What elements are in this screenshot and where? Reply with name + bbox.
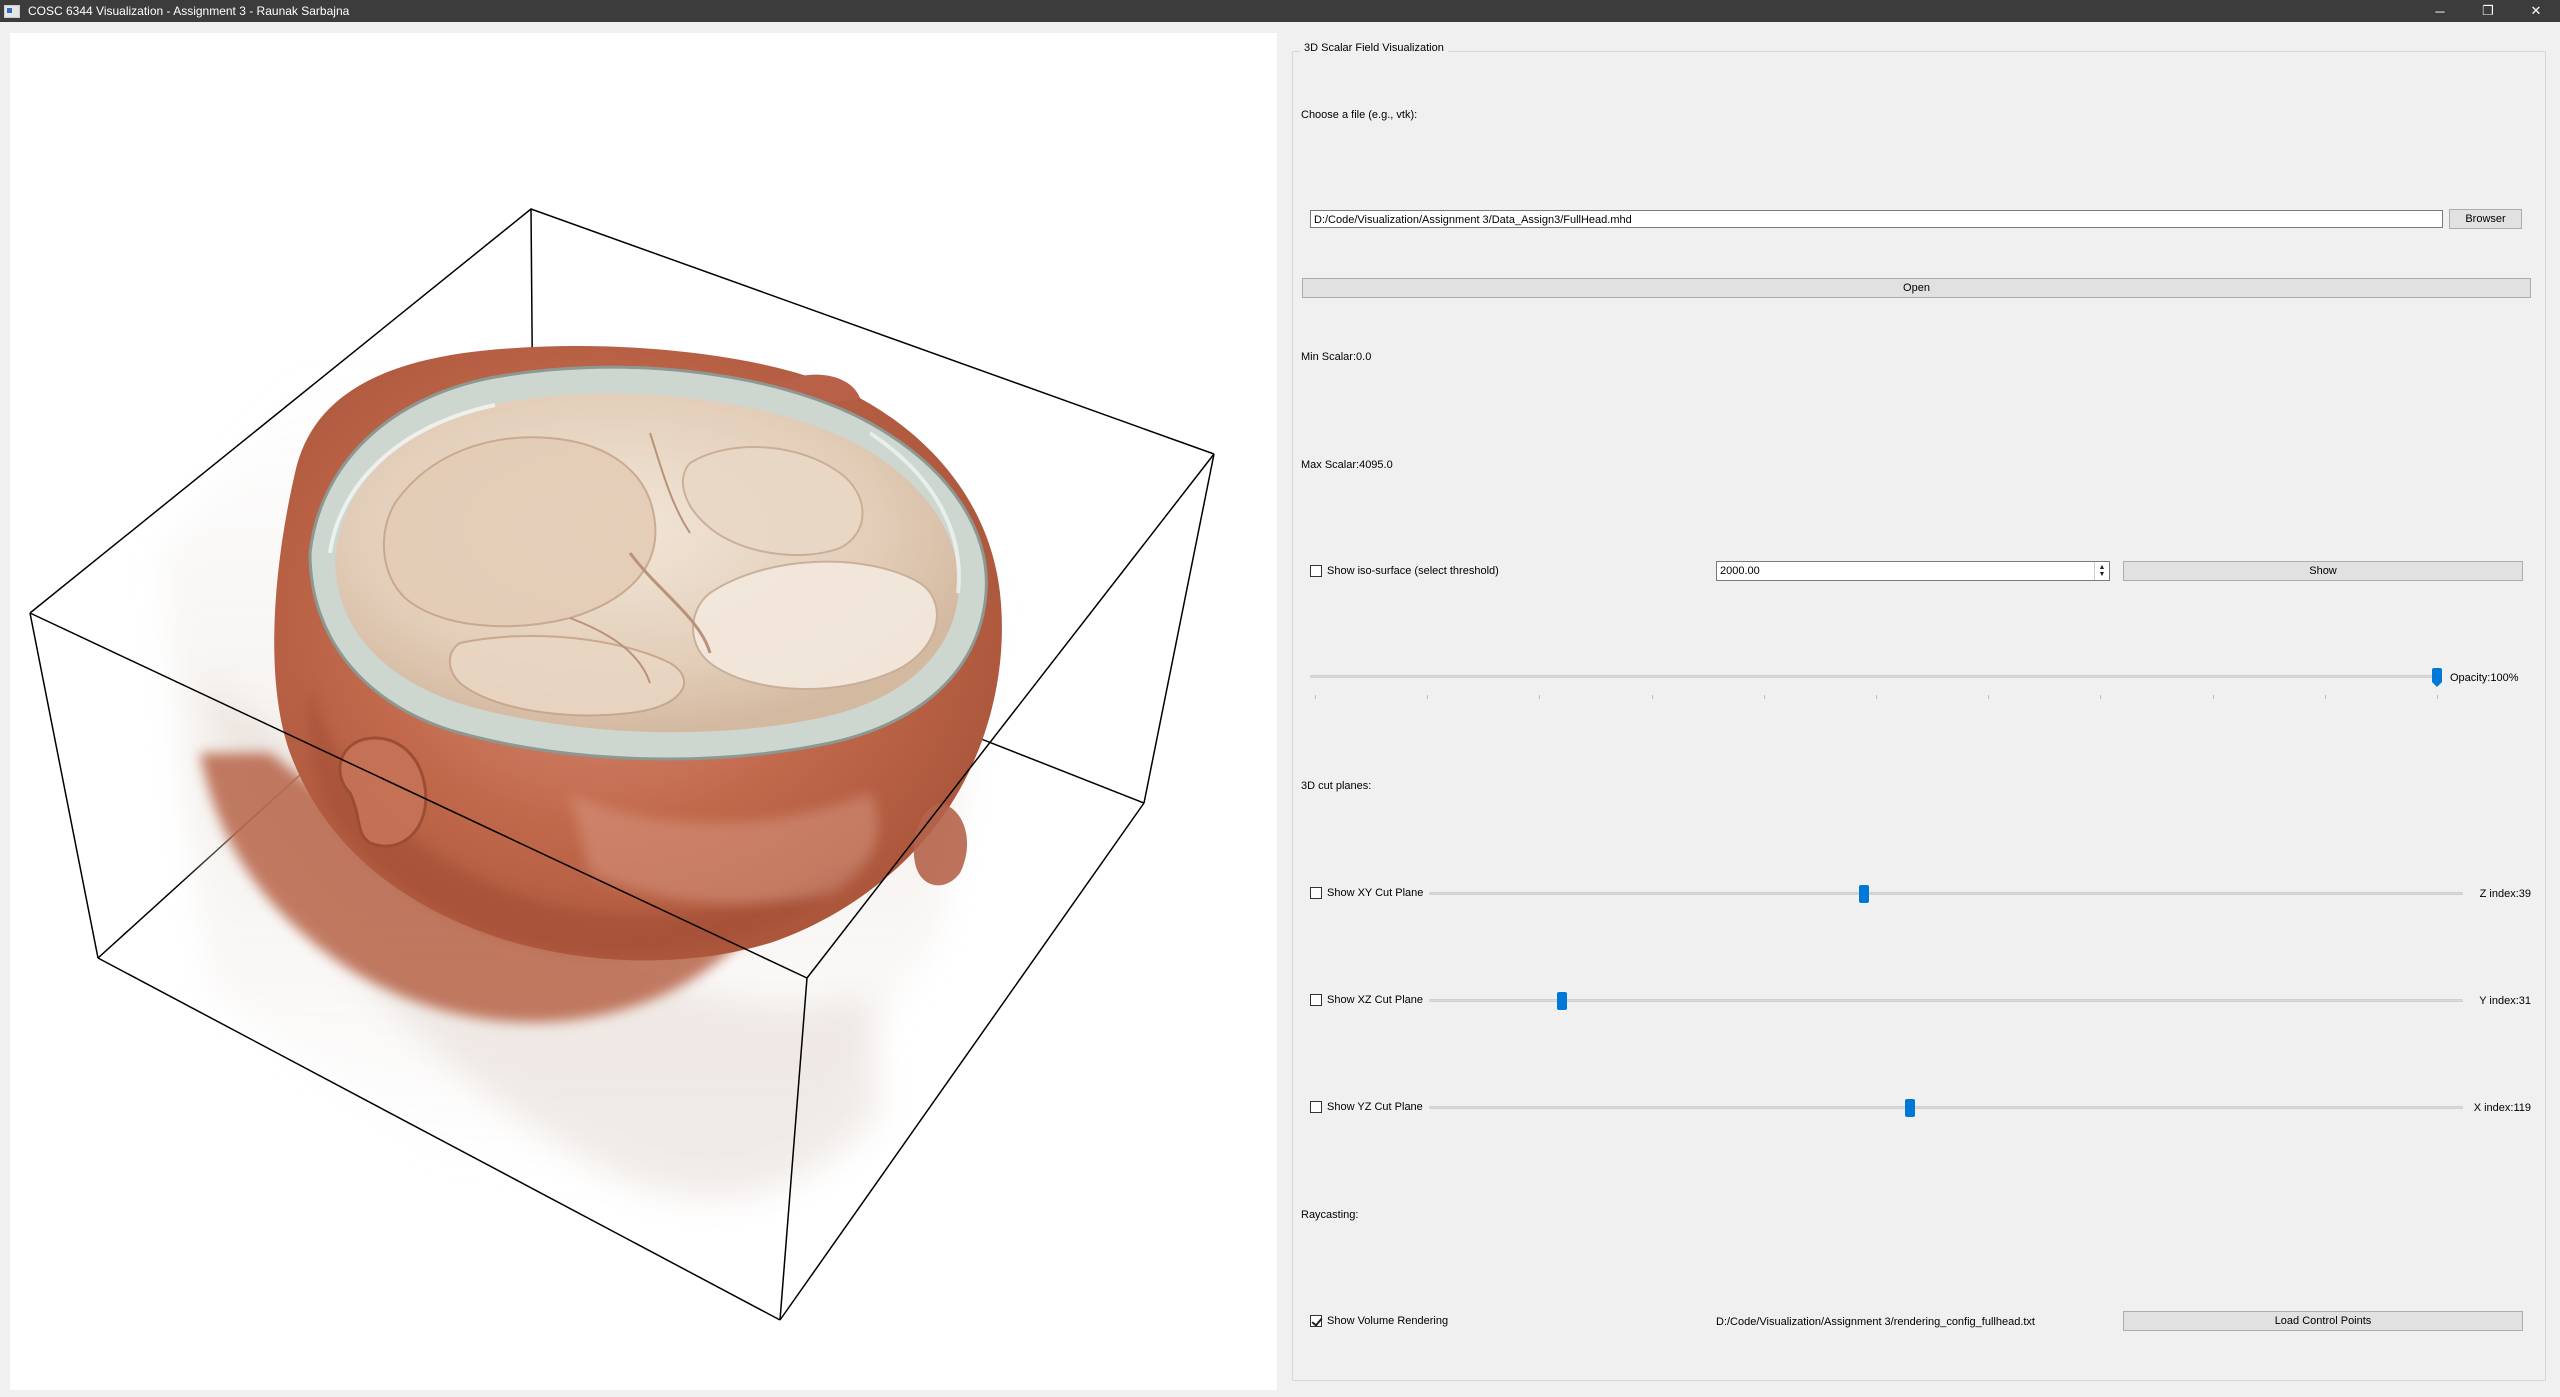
bounding-box-front — [29, 208, 1215, 1321]
y-index-slider-groove — [1429, 999, 2463, 1002]
open-button[interactable]: Open — [1302, 278, 2531, 298]
opacity-slider[interactable] — [1310, 666, 2442, 687]
volume-rendering-label: Show Volume Rendering — [1327, 1315, 1449, 1327]
app-icon — [4, 4, 20, 18]
opacity-label: Opacity:100% — [2450, 672, 2519, 684]
max-scalar-label: Max Scalar:4095.0 — [1301, 459, 1393, 471]
z-index-slider[interactable] — [1429, 883, 2463, 903]
volume-rendering-checkbox[interactable]: Show Volume Rendering — [1310, 1315, 1448, 1327]
z-index-slider-handle[interactable] — [1859, 885, 1869, 903]
opacity-tick — [1988, 695, 1989, 699]
group-box — [1292, 51, 2546, 1381]
threshold-value: 2000.00 — [1720, 565, 1760, 577]
min-scalar-label: Min Scalar:0.0 — [1301, 351, 1372, 363]
raycasting-label: Raycasting: — [1301, 1209, 1359, 1221]
choose-file-label: Choose a file (e.g., vtk): — [1301, 109, 1418, 121]
group-title: 3D Scalar Field Visualization — [1300, 42, 1448, 54]
xy-cut-plane-checkbox[interactable]: Show XY Cut Plane — [1310, 887, 1423, 899]
window-title: COSC 6344 Visualization - Assignment 3 -… — [28, 4, 350, 18]
x-index-slider[interactable] — [1429, 1097, 2463, 1117]
opacity-tick — [1315, 695, 1316, 699]
x-index-slider-handle[interactable] — [1905, 1099, 1915, 1117]
ear — [338, 736, 428, 848]
spin-arrows[interactable]: ▲ ▼ — [2094, 562, 2109, 580]
opacity-tick — [2100, 695, 2101, 699]
load-control-points-button[interactable]: Load Control Points — [2123, 1311, 2523, 1331]
xz-cut-plane-checkbox-box[interactable] — [1310, 994, 1322, 1006]
z-index-slider-groove — [1429, 892, 2463, 895]
spin-down-icon[interactable]: ▼ — [2098, 571, 2106, 578]
yz-cut-plane-checkbox[interactable]: Show YZ Cut Plane — [1310, 1101, 1423, 1113]
volume-render — [29, 208, 1215, 1321]
show-iso-button[interactable]: Show — [2123, 561, 2523, 581]
y-index-slider[interactable] — [1429, 990, 2463, 1010]
volume-rendering-checkbox-box[interactable] — [1310, 1315, 1322, 1327]
browser-button[interactable]: Browser — [2449, 209, 2522, 229]
iso-surface-checkbox[interactable]: Show iso-surface (select threshold) — [1310, 565, 1499, 577]
z-index-label: Z index:39 — [2479, 888, 2531, 900]
opacity-ticks — [1310, 666, 2442, 706]
iso-surface-checkbox-box[interactable] — [1310, 565, 1322, 577]
title-bar: COSC 6344 Visualization - Assignment 3 -… — [0, 0, 2560, 22]
opacity-tick — [1539, 695, 1540, 699]
opacity-tick — [2213, 695, 2214, 699]
opacity-tick — [1764, 695, 1765, 699]
file-path-input[interactable]: D:/Code/Visualization/Assignment 3/Data_… — [1310, 210, 2443, 228]
opacity-tick — [1876, 695, 1877, 699]
minimize-button[interactable]: ─ — [2435, 3, 2445, 19]
opacity-tick — [1652, 695, 1653, 699]
y-index-slider-handle[interactable] — [1557, 992, 1567, 1010]
x-index-label: X index:119 — [2473, 1102, 2531, 1114]
xy-cut-plane-label: Show XY Cut Plane — [1327, 887, 1424, 899]
opacity-tick — [1427, 695, 1428, 699]
xz-cut-plane-checkbox[interactable]: Show XZ Cut Plane — [1310, 994, 1423, 1006]
opacity-slider-handle[interactable] — [2432, 668, 2442, 687]
opacity-tick — [2325, 695, 2326, 699]
opacity-tick — [2437, 695, 2438, 699]
y-index-label: Y index:31 — [2479, 995, 2531, 1007]
close-button[interactable]: ✕ — [2530, 3, 2542, 18]
render-viewport[interactable] — [10, 33, 1277, 1390]
restore-button[interactable]: ❐ — [2482, 3, 2494, 18]
config-path-label: D:/Code/Visualization/Assignment 3/rende… — [1716, 1316, 2035, 1328]
xy-cut-plane-checkbox-box[interactable] — [1310, 887, 1322, 899]
yz-cut-plane-checkbox-box[interactable] — [1310, 1101, 1322, 1113]
xz-cut-plane-label: Show XZ Cut Plane — [1327, 994, 1423, 1006]
iso-surface-checkbox-label: Show iso-surface (select threshold) — [1327, 565, 1499, 577]
yz-cut-plane-label: Show YZ Cut Plane — [1327, 1101, 1423, 1113]
cut-planes-label: 3D cut planes: — [1301, 780, 1372, 792]
spin-up-icon[interactable]: ▲ — [2098, 564, 2106, 571]
control-panel: 3D Scalar Field Visualization Choose a f… — [1292, 33, 2546, 1382]
x-index-slider-groove — [1429, 1106, 2463, 1109]
threshold-spinbox[interactable]: 2000.00 ▲ ▼ — [1716, 561, 2110, 581]
